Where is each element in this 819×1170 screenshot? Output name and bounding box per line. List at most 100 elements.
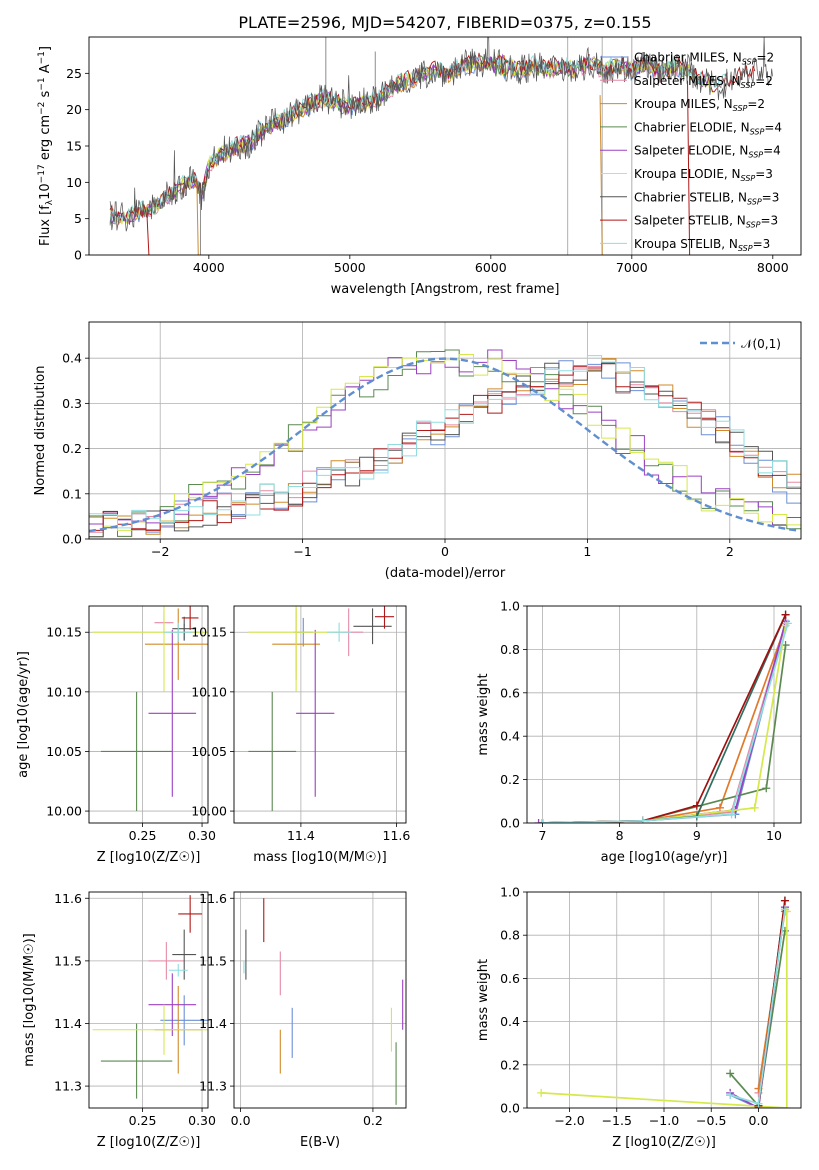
y-tick-label: 11.3 [54, 1079, 82, 1094]
y-tick-label: 0.4 [500, 729, 520, 744]
axes-frame [88, 891, 209, 1109]
plot-area [109, 37, 773, 255]
legend-label: Chabrier STELIB, NSSP=3 [634, 190, 779, 206]
y-tick-label: 15 [66, 139, 82, 154]
x-tick-label: 11.4 [287, 828, 315, 843]
y-axis-label: mass weight [476, 959, 491, 1041]
y-tick-label: 1.0 [500, 885, 520, 900]
legend-label: Salpeter STELIB, NSSP=3 [634, 214, 778, 230]
x-tick-label: 9 [693, 828, 701, 843]
mass-weight-marker [780, 896, 789, 905]
edge-drop [687, 80, 691, 255]
x-tick-label: −1.0 [649, 1113, 679, 1128]
legend-label: Kroupa ELODIE, NSSP=3 [634, 167, 773, 183]
y-tick-label: 0.3 [62, 396, 82, 411]
y-tick-label: 10.05 [191, 744, 227, 759]
plot-area [89, 322, 801, 539]
mass-weight-line [542, 623, 789, 823]
mass-weight-marker [782, 1104, 791, 1108]
y-tick-label: 10.05 [46, 744, 82, 759]
legend-label: Kroupa STELIB, NSSP=3 [634, 237, 770, 253]
y-tick-label: 0.8 [500, 928, 520, 943]
axes-frame [88, 605, 209, 824]
figure-title: PLATE=2596, MJD=54207, FIBERID=0375, z=0… [238, 13, 651, 32]
plot-area [527, 892, 801, 1108]
y-tick-label: 10.00 [46, 804, 82, 819]
y-tick-label: 0.2 [62, 441, 82, 456]
y-tick-label: 0.6 [500, 685, 520, 700]
edge-drop [146, 211, 150, 255]
mass-weight-marker [726, 1069, 735, 1078]
axes-frame [88, 36, 802, 256]
axes-frame [233, 891, 407, 1109]
x-tick-label: 0 [441, 544, 449, 559]
mass-weight-marker [715, 803, 724, 812]
edge-drop [196, 182, 199, 255]
mass-weight-marker [537, 1088, 546, 1097]
spectrum-line [109, 52, 729, 223]
y-tick-label: 10.15 [46, 625, 82, 640]
y-axis-label: mass [log10(M/M☉)] [22, 933, 37, 1066]
y-tick-label: 0.2 [500, 772, 520, 787]
histogram-series [89, 354, 801, 538]
mass-weight-marker [783, 619, 792, 628]
legend-label: Salpeter ELODIE, NSSP=4 [634, 144, 781, 160]
y-tick-label: 0.4 [62, 351, 82, 366]
panel-spectrum: 4000 5000 6000 7000 8000 0 5 10 15 20 25 wavelength… [37, 36, 802, 297]
legend-label: Chabrier ELODIE, NSSP=4 [634, 120, 782, 136]
histogram-series [89, 362, 801, 538]
y-tick-label: 10 [66, 175, 82, 190]
gaussian-curve [89, 357, 799, 533]
plot-area [527, 606, 801, 823]
mass-weight-marker [726, 1091, 735, 1100]
x-tick-label: −1 [293, 544, 311, 559]
y-tick-label: 0.0 [500, 1101, 520, 1116]
legend-label: 𝒩(0,1) [741, 337, 781, 351]
x-axis-label: age [log10(age/yr)] [601, 850, 728, 865]
x-tick-label: 11.6 [383, 828, 411, 843]
panel-mass-vs-Z: 0.25 0.30 11.3 11.4 11.5 11.6 Z [log10(Z/Z☉)] m… [22, 891, 216, 1150]
x-tick-label: −2.0 [554, 1113, 584, 1128]
mass-weight-marker [762, 784, 771, 793]
mass-weight-marker [781, 610, 790, 619]
x-axis-label: wavelength [Angstrom, rest frame] [331, 282, 560, 297]
y-tick-label: 11.4 [199, 1016, 227, 1031]
histogram-series [89, 355, 801, 529]
mass-weight-marker [692, 801, 701, 810]
y-axis-label: mass weight [476, 673, 491, 755]
x-tick-label: 0.25 [129, 828, 157, 843]
y-tick-label: 10.15 [191, 625, 227, 640]
legend-label: Kroupa MILES, NSSP=2 [634, 97, 765, 113]
y-tick-label: 1.0 [500, 599, 520, 614]
x-tick-label: 0.2 [363, 1113, 383, 1128]
y-tick-label: 11.6 [54, 891, 82, 906]
mass-weight-marker [534, 819, 543, 823]
y-tick-label: 0.0 [500, 816, 520, 831]
legend-label: Salpeter MILES, NSSP=2 [634, 74, 773, 90]
y-tick-label: 10.00 [191, 804, 227, 819]
legend-label: Chabrier MILES, NSSP=2 [634, 51, 774, 67]
histogram-series [89, 360, 801, 538]
mass-weight-marker [780, 905, 789, 914]
panel-age-vs-mass: 11.4 11.6 10.00 10.05 10.10 10.15 mass [log10(… [191, 605, 411, 865]
x-tick-label: 10 [766, 828, 782, 843]
axes-frame [88, 321, 802, 540]
y-axis-label: age [log10(age/yr)] [16, 651, 31, 778]
panel-mass-weight-vs-Z: −2.0 −1.5 −1.0 −0.5 0.0 0.0 0.2 0.4 0.6 0.8 1.0 Z [… [476, 885, 802, 1150]
x-axis-label: Z [log10(Z/Z☉)] [97, 850, 201, 865]
plot-area [234, 892, 406, 1108]
x-tick-label: −0.5 [696, 1113, 726, 1128]
x-axis-label: Z [log10(Z/Z☉)] [97, 1135, 201, 1150]
axes-frame [233, 605, 407, 824]
x-axis-label: mass [log10(M/M☉)] [253, 850, 386, 865]
mass-weight-marker [638, 816, 647, 823]
data-spectrum [109, 37, 773, 232]
plot-area [234, 606, 406, 823]
y-tick-label: 11.5 [199, 953, 227, 968]
y-axis-label: Normed distribution [33, 366, 48, 496]
y-tick-label: 25 [66, 66, 82, 81]
y-tick-label: 0.1 [62, 486, 82, 501]
x-tick-label: 0.0 [749, 1113, 769, 1128]
axes-frame [526, 891, 802, 1109]
x-tick-label: 6000 [475, 260, 507, 275]
